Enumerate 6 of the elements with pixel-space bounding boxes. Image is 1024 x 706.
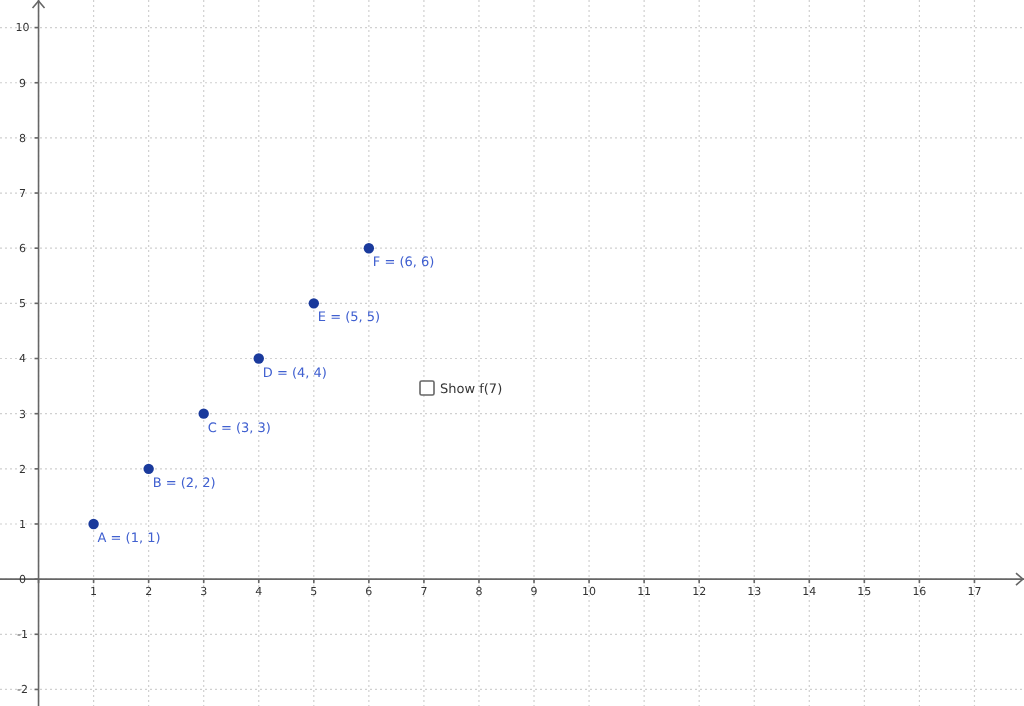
point	[253, 353, 264, 364]
point	[198, 408, 209, 419]
point	[88, 518, 99, 530]
point	[308, 298, 320, 309]
point	[363, 243, 375, 254]
point	[143, 463, 154, 475]
